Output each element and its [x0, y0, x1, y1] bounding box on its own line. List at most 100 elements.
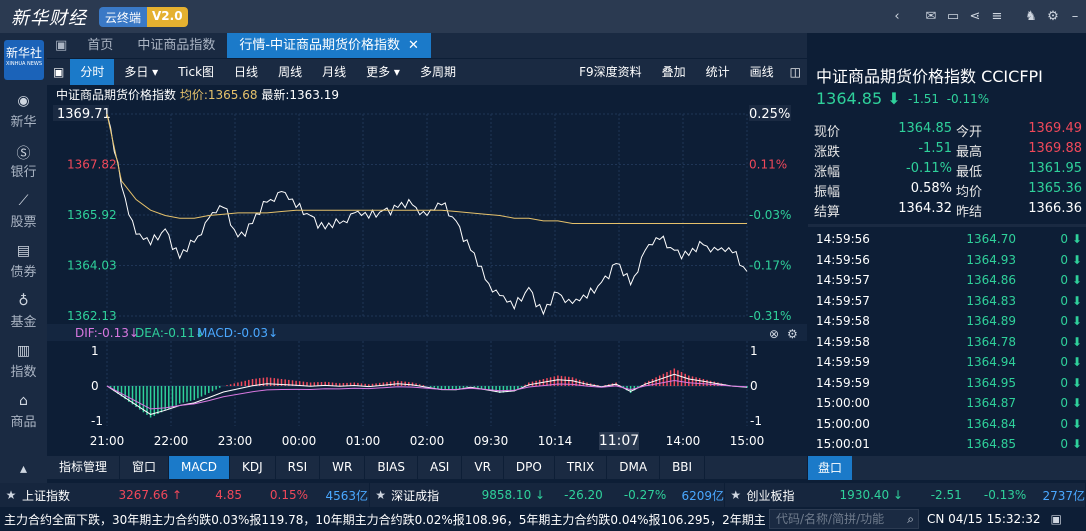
time-axis-label: 09:30	[474, 434, 509, 448]
screen-icon[interactable]: ▣	[1050, 512, 1062, 526]
chart-toolbar: ▣ 分时 多日 ▾ Tick图 日线 周线 月线 更多 ▾ 多周期 F9深度资料…	[47, 59, 807, 85]
sidebar-item-index[interactable]: ▥ 指数	[0, 343, 47, 380]
tick-volume: 0	[1060, 416, 1068, 431]
tab-window[interactable]: 窗口	[120, 456, 170, 479]
menu-icon[interactable]: ≡	[991, 9, 1003, 24]
mail-icon[interactable]: ✉	[925, 9, 937, 24]
star-icon[interactable]: ★	[730, 488, 742, 502]
close-icon: ⊗	[769, 327, 779, 341]
search-input[interactable]: 代码/名称/简拼/功能 ⌕	[769, 509, 919, 529]
shirt-icon[interactable]: ♞	[1025, 9, 1037, 24]
panel-toggle-icon[interactable]: ▣	[55, 38, 68, 53]
tick-volume: 0	[1060, 232, 1068, 246]
sidebar-item-bond[interactable]: ▤ 债券	[0, 243, 47, 280]
tab-bbi[interactable]: BBI	[660, 456, 706, 479]
index-amount: 6209亿	[681, 488, 724, 503]
toolbar-draw[interactable]: 画线	[749, 65, 774, 79]
time-cursor-box	[599, 432, 639, 450]
index-pct: -0.27%	[623, 488, 667, 502]
sidebar-item-stock[interactable]: ⟋ 股票	[0, 193, 47, 230]
toolbar-overlay[interactable]: 叠加	[661, 65, 686, 79]
tab-home[interactable]: 首页	[87, 38, 114, 53]
pct-axis-label: 0.25%	[749, 107, 790, 122]
indicator-tabs: 指标管理 窗口 MACD KDJ RSI WR BIAS ASI VR DPO …	[47, 456, 807, 479]
intraday-chart[interactable]: 1369.71 1367.82 1365.92 1364.03 1362.13 0.25%…	[47, 86, 807, 456]
tab-trix[interactable]: TRIX	[555, 456, 608, 479]
tab-quote[interactable]: 行情-中证商品期货价格指数 ✕	[227, 33, 431, 58]
fund-icon: ♁	[18, 293, 29, 309]
star-icon[interactable]: ★	[375, 488, 386, 502]
toolbar-weekly[interactable]: 周线	[278, 65, 303, 79]
share-icon[interactable]: ⋖	[969, 9, 981, 24]
tab-orderbook[interactable]: 盘口	[808, 456, 853, 480]
star-icon[interactable]: ★	[5, 488, 17, 502]
tick-price: 1364.85	[966, 437, 1016, 451]
tab-bias[interactable]: BIAS	[365, 456, 418, 479]
side-panel-toggle-icon[interactable]: ◫	[789, 65, 801, 79]
chat-icon[interactable]: ▭	[946, 9, 960, 24]
index-ticker[interactable]: ★ 上证指数 3267.66 ↑ 4.85 0.15% 4563亿	[0, 483, 370, 507]
tab-rsi[interactable]: RSI	[276, 456, 321, 479]
toolbar-multiday[interactable]: 多日 ▾	[124, 65, 159, 79]
quote-label: 结算	[814, 205, 841, 220]
sidebar-label: 指数	[10, 365, 37, 380]
time-axis-label: 10:14	[538, 434, 573, 448]
time-axis-label: 14:00	[666, 434, 701, 448]
bond-icon: ▤	[16, 243, 31, 259]
toolbar-intraday[interactable]: 分时	[70, 59, 115, 85]
tick-time: 14:59:59	[816, 355, 870, 369]
quote-row: 涨幅 -0.11% 最低 1361.95	[814, 161, 1082, 181]
minimize-icon[interactable]: –	[1071, 9, 1079, 24]
index-name: 深证成指	[391, 488, 440, 503]
chevron-left-icon[interactable]: ‹	[894, 9, 900, 24]
tab-dma[interactable]: DMA	[607, 456, 661, 479]
tab-indicator-mgr[interactable]: 指标管理	[47, 456, 121, 479]
toolbar-daily[interactable]: 日线	[234, 65, 259, 79]
time-axis-label: 22:00	[154, 434, 189, 448]
xinhua-logo[interactable]: 新华社 XINHUA NEWS	[4, 40, 44, 80]
tick-time: 14:59:58	[816, 314, 870, 328]
sidebar-label: 银行	[10, 165, 37, 180]
tab-kdj[interactable]: KDJ	[230, 456, 276, 479]
toolbar-more[interactable]: 更多 ▾	[366, 65, 400, 79]
news-ticker[interactable]: 主力合约全面下跌，30年期主力合约跌0.03%报119.78，10年期主力合约跌…	[4, 512, 765, 527]
close-icon[interactable]: ✕	[408, 38, 419, 53]
quote-label: 振幅	[814, 185, 841, 200]
quote-row: 现价 1364.85 今开 1369.49	[814, 121, 1082, 141]
sidebar-collapse[interactable]: ▴	[0, 461, 47, 479]
tick-row: 15:00:00 1364.84 0 ⬇	[816, 417, 1082, 437]
tab-dpo[interactable]: DPO	[504, 456, 555, 479]
chart-area[interactable]: 1369.71 1367.82 1365.92 1364.03 1362.13 0.25%…	[47, 86, 807, 456]
sidebar-item-bank[interactable]: Ⓢ 银行	[0, 143, 47, 180]
macd-axis-label: 0	[91, 379, 99, 393]
tab-macd[interactable]: MACD	[169, 456, 231, 479]
search-placeholder: 代码/名称/简拼/功能	[776, 512, 885, 526]
down-arrow-icon: ⬇	[1071, 355, 1082, 369]
tick-price: 1364.83	[966, 293, 1016, 308]
tick-time: 15:00:00	[816, 396, 870, 410]
index-ticker[interactable]: ★ 深证成指 9858.10 ↓ -26.20 -0.27% 6209亿	[370, 483, 725, 507]
toolbar-tick[interactable]: Tick图	[178, 65, 215, 79]
sidebar-item-commodity[interactable]: ⌂ 商品	[0, 393, 47, 430]
tick-row: 15:00:01 1364.85 0 ⬇	[816, 437, 1082, 457]
index-amount: 4563亿	[325, 488, 368, 503]
tab-vr[interactable]: VR	[462, 456, 504, 479]
gear-icon[interactable]: ⚙	[1047, 9, 1059, 24]
down-arrow-icon: ⬇	[1071, 437, 1082, 451]
layout-icon[interactable]: ▣	[53, 65, 65, 79]
pct-axis-label: -0.03%	[749, 208, 791, 222]
tab-wr[interactable]: WR	[320, 456, 366, 479]
toolbar-stats[interactable]: 统计	[705, 65, 730, 79]
index-ticker[interactable]: ★ 创业板指 1930.40 ↓ -2.51 -0.13% 2737亿	[725, 483, 1086, 507]
tick-time: 14:59:57	[816, 293, 870, 308]
tab-asi[interactable]: ASI	[418, 456, 463, 479]
toolbar-monthly[interactable]: 月线	[322, 65, 347, 79]
sidebar-item-xinhua[interactable]: ◉ 新华	[0, 93, 47, 130]
pct-axis-label: 0.11%	[749, 158, 787, 172]
quote-row: 振幅 0.58% 均价 1365.36	[814, 181, 1082, 201]
toolbar-f9[interactable]: F9深度资料	[579, 65, 642, 79]
tab-index[interactable]: 中证商品指数	[137, 38, 216, 53]
sidebar-item-fund[interactable]: ♁ 基金	[0, 293, 47, 330]
toolbar-multiperiod[interactable]: 多周期	[419, 65, 456, 79]
quote-label: 涨幅	[814, 165, 841, 180]
